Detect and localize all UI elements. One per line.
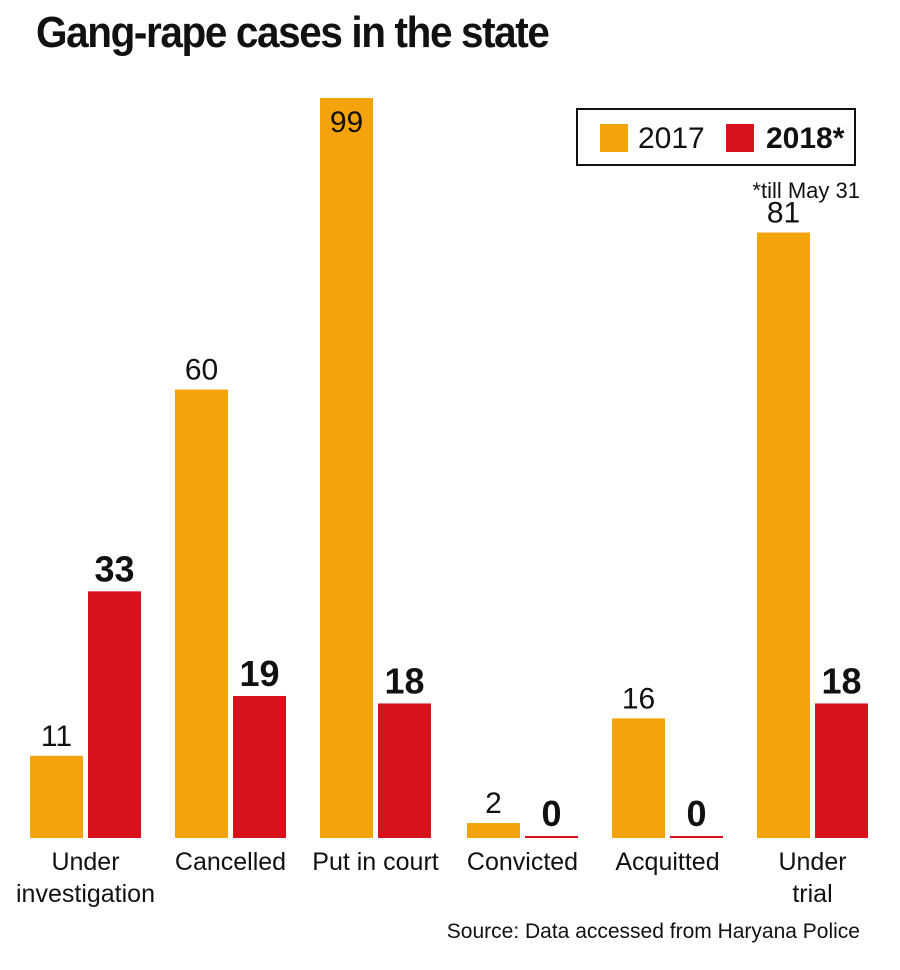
value-label-under-investigation-2017: 11: [41, 720, 72, 753]
bar-put-in-court-2017: [320, 98, 373, 838]
value-label-under-trial-2018: 18: [821, 660, 861, 701]
category-label-line: Under: [51, 848, 120, 876]
bar-acquitted-2017: [612, 718, 665, 838]
source-note: Source: Data accessed from Haryana Polic…: [446, 920, 860, 943]
category-label-line: Convicted: [466, 848, 579, 876]
bar-cancelled-2017: [175, 389, 228, 838]
category-label-acquitted: Acquitted: [615, 846, 719, 878]
legend-swatch-2017: [600, 124, 628, 152]
value-label-put-in-court-2017: 99: [330, 106, 363, 139]
category-label-line: Under: [778, 848, 847, 876]
chart-title: Gang-rape cases in the state: [36, 8, 550, 57]
legend: 2017 2018*: [576, 108, 856, 166]
value-label-under-investigation-2018: 33: [94, 548, 134, 589]
category-label-cancelled: Cancelled: [175, 846, 286, 878]
bar-acquitted-2018: [670, 836, 723, 838]
value-label-acquitted-2018: 0: [686, 793, 706, 834]
value-label-put-in-court-2018: 18: [384, 660, 424, 701]
bar-under-investigation-2017: [30, 755, 83, 838]
category-label-convicted: Convicted: [467, 846, 578, 878]
bar-convicted-2017: [467, 823, 520, 838]
bar-under-trial-2017: [757, 232, 810, 838]
category-label-put-in-court: Put in court: [312, 846, 438, 878]
bar-convicted-2018: [525, 836, 578, 838]
bar-put-in-court-2018: [378, 703, 431, 838]
bar-under-investigation-2018: [88, 591, 141, 838]
category-label-line: Cancelled: [174, 848, 287, 876]
legend-swatch-2018: [726, 124, 754, 152]
footnote: *till May 31: [752, 178, 860, 203]
legend-label-2017: 2017: [638, 122, 705, 155]
value-label-acquitted-2017: 16: [622, 682, 655, 715]
legend-label-2018: 2018*: [766, 122, 845, 155]
category-label-under-trial: Under trial: [778, 846, 846, 910]
category-label-line: Acquitted: [615, 848, 720, 876]
category-label-under-investigation: Under investigation: [16, 846, 155, 910]
category-label-line: trial: [792, 880, 833, 908]
value-label-cancelled-2018: 19: [239, 653, 279, 694]
bar-cancelled-2018: [233, 695, 286, 838]
value-label-convicted-2017: 2: [485, 787, 502, 820]
category-label-line: investigation: [16, 880, 155, 908]
value-label-cancelled-2017: 60: [185, 354, 218, 387]
bars-group: [30, 98, 868, 838]
category-label-line: Put in court: [312, 848, 439, 876]
bar-under-trial-2018: [815, 703, 868, 838]
value-label-under-trial-2017: 81: [767, 197, 800, 230]
value-labels-group: 11 33 60 19 99 18 2 0 16 0 81 18: [41, 106, 862, 834]
value-label-convicted-2018: 0: [541, 793, 561, 834]
